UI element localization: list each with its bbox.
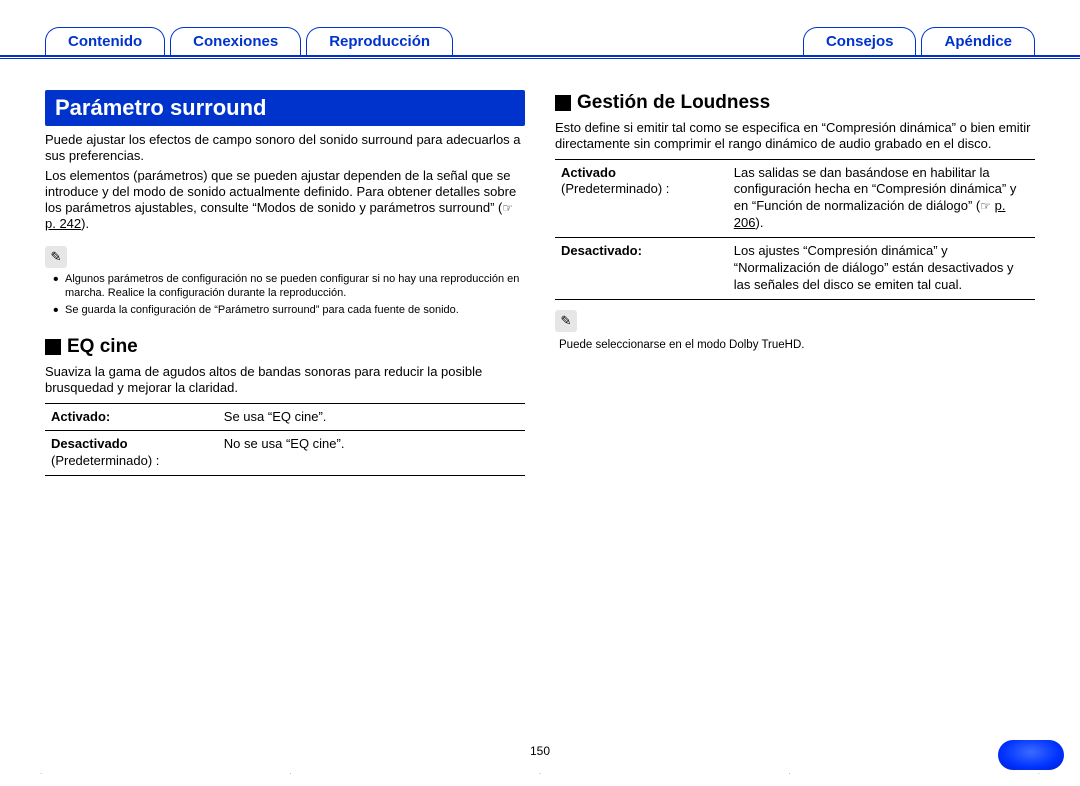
hand-icon: ☞ [980, 199, 991, 213]
tab-reproduccion[interactable]: Reproducción [306, 27, 453, 55]
loudness-desc: Esto define si emitir tal como se especi… [555, 120, 1035, 153]
subheading-eq-cine-text: EQ cine [67, 336, 138, 358]
subheading-loudness-text: Gestión de Loudness [577, 92, 770, 114]
tab-apendice[interactable]: Apéndice [921, 27, 1035, 55]
manual-page: Contenido Conexiones Reproducción Consej… [0, 25, 1080, 786]
subheading-loudness: Gestión de Loudness [555, 92, 1035, 114]
section-title-surround: Parámetro surround [45, 90, 525, 126]
note-icon: ✎ [555, 310, 577, 332]
tab-row: Contenido Conexiones Reproducción Consej… [45, 25, 1035, 55]
loudness-table: Activado (Predeterminado) : Las salidas … [555, 159, 1035, 300]
table-row: Desactivado (Predeterminado) : No se usa… [45, 431, 525, 476]
row-val-a: Las salidas se dan basándose en habilita… [734, 165, 1017, 214]
note-bullet-1: Algunos parámetros de configuración no s… [65, 272, 525, 302]
hand-icon: ☞ [502, 201, 513, 215]
row-val: No se usa “EQ cine”. [218, 431, 525, 476]
row-val: Se usa “EQ cine”. [218, 403, 525, 431]
row-val: Los ajustes “Compresión dinámica” y “Nor… [728, 238, 1035, 300]
row-key-reg: (Predeterminado) : [561, 181, 722, 198]
eq-cine-table: Activado: Se usa “EQ cine”. Desactivado … [45, 403, 525, 477]
loudness-note: Puede seleccionarse en el modo Dolby Tru… [559, 338, 1035, 353]
eq-cine-desc: Suaviza la gama de agudos altos de banda… [45, 364, 525, 397]
row-key-bold: Activado [561, 165, 722, 182]
tab-conexiones[interactable]: Conexiones [170, 27, 301, 55]
xref-link-p242[interactable]: p. 242 [45, 216, 81, 231]
page-number: 150 [0, 744, 1080, 758]
intro2-text-b: ). [81, 216, 89, 231]
tab-contenido[interactable]: Contenido [45, 27, 165, 55]
row-val: Las salidas se dan basándose en habilita… [728, 159, 1035, 238]
row-key-reg: (Predeterminado) : [51, 453, 212, 470]
square-bullet-icon [555, 95, 571, 111]
tab-consejos[interactable]: Consejos [803, 27, 917, 55]
table-row: Activado: Se usa “EQ cine”. [45, 403, 525, 431]
note-icon: ✎ [45, 246, 67, 268]
square-bullet-icon [45, 339, 61, 355]
content-columns: Parámetro surround Puede ajustar los efe… [45, 90, 1035, 476]
tab-bar: Contenido Conexiones Reproducción Consej… [45, 25, 1035, 75]
row-key-bold: Activado: [51, 409, 110, 424]
row-val-b: ). [756, 215, 764, 230]
table-row: Activado (Predeterminado) : Las salidas … [555, 159, 1035, 238]
right-column: Gestión de Loudness Esto define si emiti… [555, 90, 1035, 476]
row-key-bold: Desactivado [51, 436, 212, 453]
intro2-text-a: Los elementos (parámetros) que se pueden… [45, 168, 516, 216]
left-column: Parámetro surround Puede ajustar los efe… [45, 90, 525, 476]
row-key-bold: Desactivado: [561, 243, 722, 260]
next-page-button[interactable] [998, 740, 1064, 770]
intro-paragraph-2: Los elementos (parámetros) que se pueden… [45, 168, 525, 233]
subheading-eq-cine: EQ cine [45, 336, 525, 358]
table-row: Desactivado: Los ajustes “Compresión din… [555, 238, 1035, 300]
footer-ticks: ..... [40, 767, 1040, 776]
tab-underline [45, 55, 1035, 58]
note-bullets: Algunos parámetros de configuración no s… [45, 272, 525, 319]
note-bullet-2: Se guarda la configuración de “Parámetro… [65, 303, 525, 318]
intro-paragraph-1: Puede ajustar los efectos de campo sonor… [45, 132, 525, 165]
